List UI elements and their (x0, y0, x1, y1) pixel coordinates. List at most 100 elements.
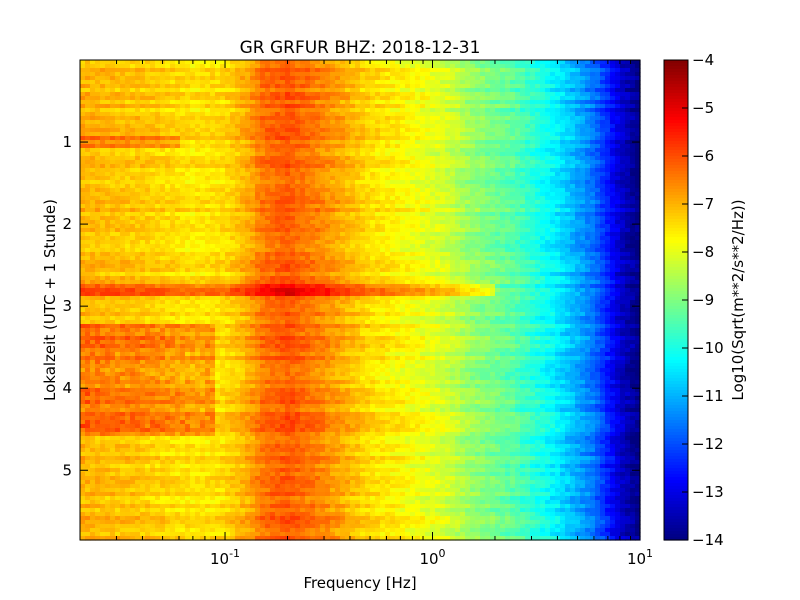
heatmap-cell (145, 104, 151, 109)
heatmap-cell (405, 232, 411, 237)
heatmap-cell (435, 232, 441, 237)
heatmap-cell (195, 104, 201, 109)
heatmap-cell (460, 148, 466, 153)
heatmap-cell (140, 84, 146, 89)
heatmap-cell (620, 140, 626, 145)
heatmap-cell (145, 200, 151, 205)
heatmap-cell (260, 144, 266, 149)
heatmap-cell (520, 64, 526, 69)
heatmap-cell (195, 220, 201, 225)
heatmap-cell (290, 180, 296, 185)
heatmap-cell (80, 108, 86, 113)
heatmap-cell (390, 144, 396, 149)
heatmap-cell (280, 168, 286, 173)
heatmap-cell (315, 148, 321, 153)
heatmap-cell (435, 188, 441, 193)
heatmap-cell (375, 176, 381, 181)
heatmap-cell (120, 108, 126, 113)
heatmap-cell (160, 76, 166, 81)
heatmap-cell (90, 232, 96, 237)
heatmap-cell (300, 228, 306, 233)
heatmap-cell (355, 132, 361, 137)
heatmap-cell (250, 168, 256, 173)
heatmap-cell (185, 108, 191, 113)
heatmap-cell (350, 96, 356, 101)
heatmap-cell (385, 136, 391, 141)
heatmap-cell (245, 168, 251, 173)
heatmap-cell (625, 152, 631, 157)
heatmap-cell (130, 112, 136, 117)
heatmap-cell (425, 108, 431, 113)
heatmap-cell (595, 140, 601, 145)
heatmap-cell (310, 216, 316, 221)
heatmap-cell (250, 96, 256, 101)
heatmap-cell (620, 72, 626, 77)
heatmap-cell (450, 96, 456, 101)
heatmap-cell (100, 128, 106, 133)
heatmap-cell (295, 84, 301, 89)
heatmap-cell (235, 120, 241, 125)
heatmap-cell (460, 208, 466, 213)
heatmap-cell (375, 184, 381, 189)
heatmap-cell (150, 152, 156, 157)
heatmap-cell (595, 64, 601, 69)
heatmap-cell (225, 228, 231, 233)
heatmap-cell (400, 152, 406, 157)
heatmap-cell (180, 200, 186, 205)
heatmap-cell (455, 168, 461, 173)
heatmap-cell (615, 188, 621, 193)
heatmap-cell (420, 88, 426, 93)
heatmap-cell (155, 64, 161, 69)
heatmap-cell (215, 104, 221, 109)
heatmap-cell (100, 116, 106, 121)
heatmap-cell (105, 88, 111, 93)
heatmap-cell (130, 192, 136, 197)
heatmap-cell (525, 88, 531, 93)
heatmap-cell (435, 128, 441, 133)
heatmap-cell (255, 152, 261, 157)
heatmap-cell (210, 160, 216, 165)
heatmap-cell (630, 104, 636, 109)
heatmap-cell (530, 136, 536, 141)
heatmap-cell (220, 188, 226, 193)
heatmap-cell (175, 132, 181, 137)
heatmap-cell (425, 136, 431, 141)
heatmap-cell (105, 136, 111, 141)
heatmap-cell (375, 172, 381, 177)
heatmap-cell (390, 140, 396, 145)
heatmap-cell (90, 228, 96, 233)
heatmap-cell (455, 160, 461, 165)
heatmap-cell (190, 144, 196, 149)
heatmap-cell (520, 180, 526, 185)
heatmap-cell (595, 124, 601, 129)
heatmap-cell (545, 228, 551, 233)
heatmap-cell (365, 212, 371, 217)
heatmap-cell (270, 156, 276, 161)
heatmap-cell (530, 196, 536, 201)
heatmap-cell (80, 232, 86, 237)
heatmap-cell (195, 200, 201, 205)
heatmap-cell (120, 92, 126, 97)
heatmap-cell (375, 72, 381, 77)
heatmap-cell (155, 60, 161, 65)
heatmap-cell (270, 128, 276, 133)
heatmap-cell (255, 232, 261, 237)
heatmap-cell (280, 176, 286, 181)
heatmap-cell (530, 72, 536, 77)
heatmap-cell (580, 188, 586, 193)
heatmap-cell (250, 232, 256, 237)
heatmap-cell (580, 100, 586, 105)
heatmap-cell (420, 152, 426, 157)
heatmap-cell (300, 136, 306, 141)
heatmap-cell (260, 100, 266, 105)
heatmap-cell (375, 160, 381, 165)
heatmap-cell (170, 208, 176, 213)
heatmap-cell (155, 232, 161, 237)
heatmap-cell (330, 148, 336, 153)
heatmap-cell (610, 148, 616, 153)
heatmap-cell (625, 104, 631, 109)
heatmap-cell (215, 60, 221, 65)
heatmap-cell (185, 232, 191, 237)
heatmap-cell (355, 156, 361, 161)
heatmap-cell (570, 224, 576, 229)
